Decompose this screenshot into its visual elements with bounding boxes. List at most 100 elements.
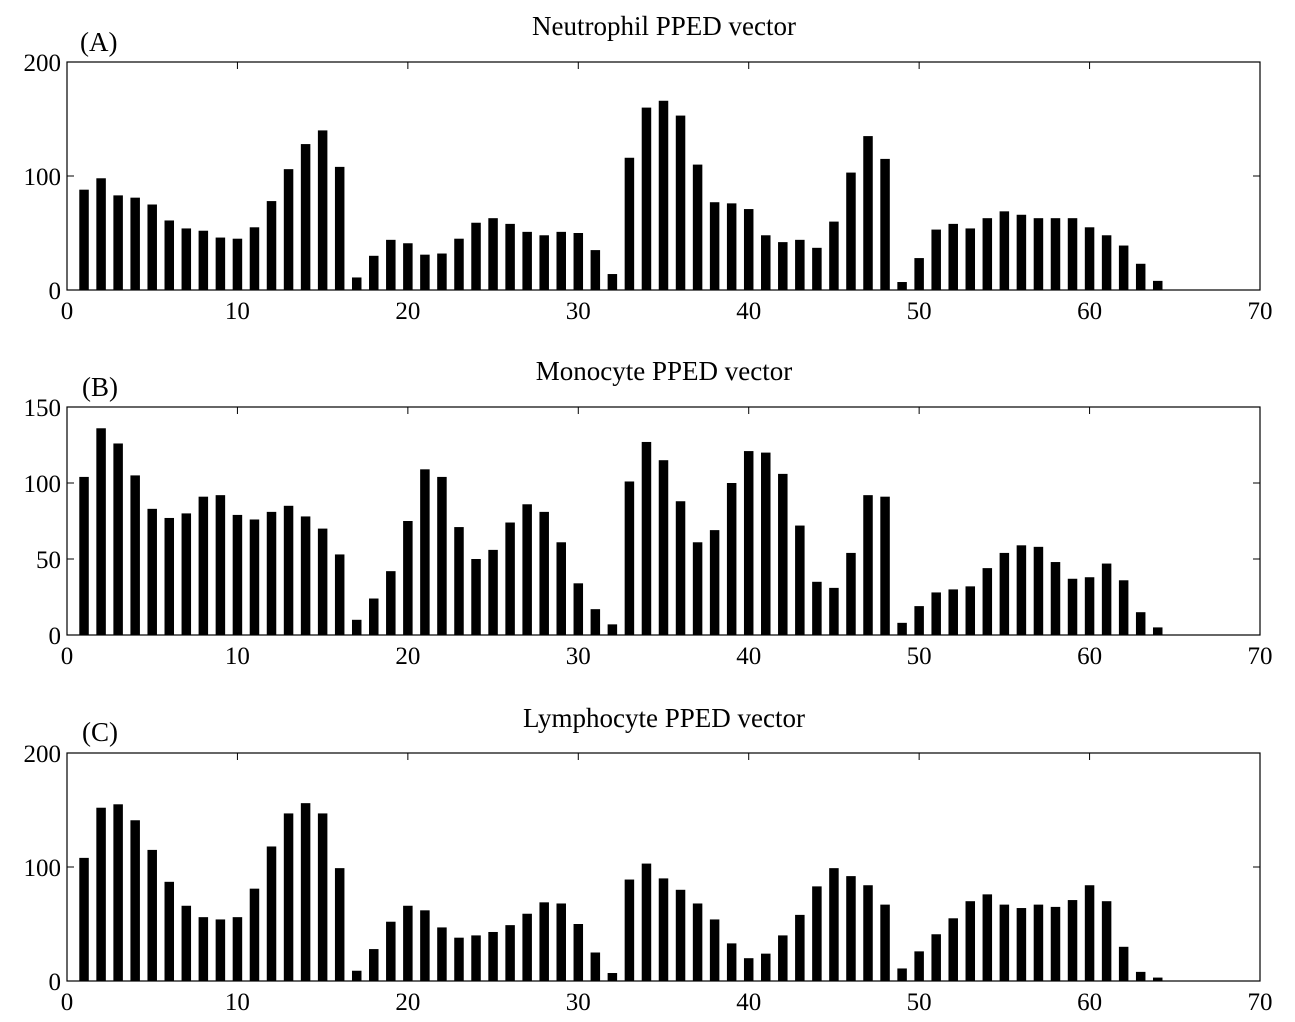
bar (1016, 545, 1027, 635)
bar (334, 554, 345, 635)
bar (692, 542, 703, 635)
bar (846, 172, 856, 290)
bar (300, 803, 311, 981)
bar (181, 513, 192, 635)
x-tick-label: 60 (1077, 643, 1102, 670)
bar (556, 231, 566, 290)
bar (181, 228, 192, 290)
panel-label: (A) (80, 27, 117, 57)
bar (846, 876, 856, 981)
bar (880, 496, 890, 635)
panel-lymphocyte: (C) Lymphocyte PPED vector 0 10 20 30 40 50 60… (24, 703, 1273, 1016)
y-tick-label: 150 (24, 395, 62, 422)
bar (1118, 245, 1129, 290)
bar (897, 282, 907, 290)
bar (556, 903, 566, 981)
bar (1033, 904, 1044, 981)
bar (1135, 263, 1146, 290)
x-tick-label: 70 (1248, 298, 1273, 325)
bar (863, 885, 873, 981)
bar (1118, 946, 1129, 981)
y-tick-label: 100 (24, 164, 62, 191)
y-tick-label: 0 (49, 969, 62, 996)
bar (692, 903, 703, 981)
bar (488, 218, 498, 290)
bar (539, 235, 549, 290)
bar (812, 581, 822, 635)
bar (641, 863, 652, 981)
y-tick-label: 50 (36, 547, 61, 574)
bar (726, 483, 737, 635)
bar (1152, 627, 1163, 635)
bar (471, 559, 481, 635)
bar (215, 495, 226, 635)
bar (641, 107, 652, 290)
bar (300, 144, 311, 290)
bar (454, 527, 464, 635)
bar (624, 481, 635, 635)
bar (641, 441, 652, 635)
bar (317, 130, 328, 290)
bar (198, 917, 209, 981)
bar (931, 592, 941, 635)
bar (1050, 906, 1061, 981)
bar (812, 247, 822, 290)
bar (726, 203, 737, 290)
bar (624, 879, 635, 981)
bar (675, 889, 686, 981)
bar (351, 277, 362, 290)
bar (334, 868, 345, 981)
x-tick-label: 50 (907, 643, 932, 670)
x-tick-label: 10 (225, 298, 250, 325)
bar (1101, 901, 1112, 981)
x-tick-label: 10 (225, 989, 250, 1016)
bar (1101, 235, 1112, 290)
bar (215, 237, 226, 290)
bar (1152, 977, 1163, 981)
x-tick-label: 30 (566, 989, 591, 1016)
bar (505, 223, 515, 290)
bar (1101, 563, 1112, 635)
x-tick-label: 10 (225, 643, 250, 670)
bar (283, 505, 294, 635)
y-tick-label: 100 (24, 855, 62, 882)
bar (420, 469, 430, 635)
bar (437, 253, 447, 290)
bar (948, 918, 958, 981)
bar (1067, 218, 1078, 290)
bar (948, 223, 958, 290)
bar (113, 804, 123, 981)
bar (232, 917, 243, 981)
bar (863, 495, 873, 635)
panel-label: (C) (82, 717, 118, 747)
bar (96, 178, 106, 290)
bar (300, 516, 311, 635)
panel-label: (B) (82, 372, 118, 402)
bar (317, 813, 328, 981)
chart-title: Monocyte PPED vector (536, 356, 792, 386)
bar (829, 868, 839, 981)
bar (1152, 280, 1163, 290)
bar (607, 624, 618, 635)
bar (488, 931, 498, 981)
bar (573, 583, 584, 635)
bar (863, 136, 873, 290)
y-tick-label: 200 (24, 741, 62, 768)
y-tick-label: 100 (24, 471, 62, 498)
bar (1084, 577, 1095, 635)
bar (437, 476, 447, 635)
axes-frame (66, 406, 1261, 636)
x-tick-label: 40 (736, 298, 761, 325)
y-tick-label: 0 (49, 278, 62, 305)
x-tick-label: 20 (395, 989, 420, 1016)
bar (1135, 971, 1146, 981)
bar (198, 230, 209, 290)
bar (931, 229, 941, 290)
bar (249, 519, 260, 635)
bar (317, 528, 328, 635)
bar (437, 927, 447, 981)
panel-neutrophil: (A) Neutrophil PPED vector 0 10 20 30 40 50 60… (24, 11, 1273, 325)
y-tick-label: 200 (24, 50, 62, 77)
bar (1050, 218, 1061, 290)
